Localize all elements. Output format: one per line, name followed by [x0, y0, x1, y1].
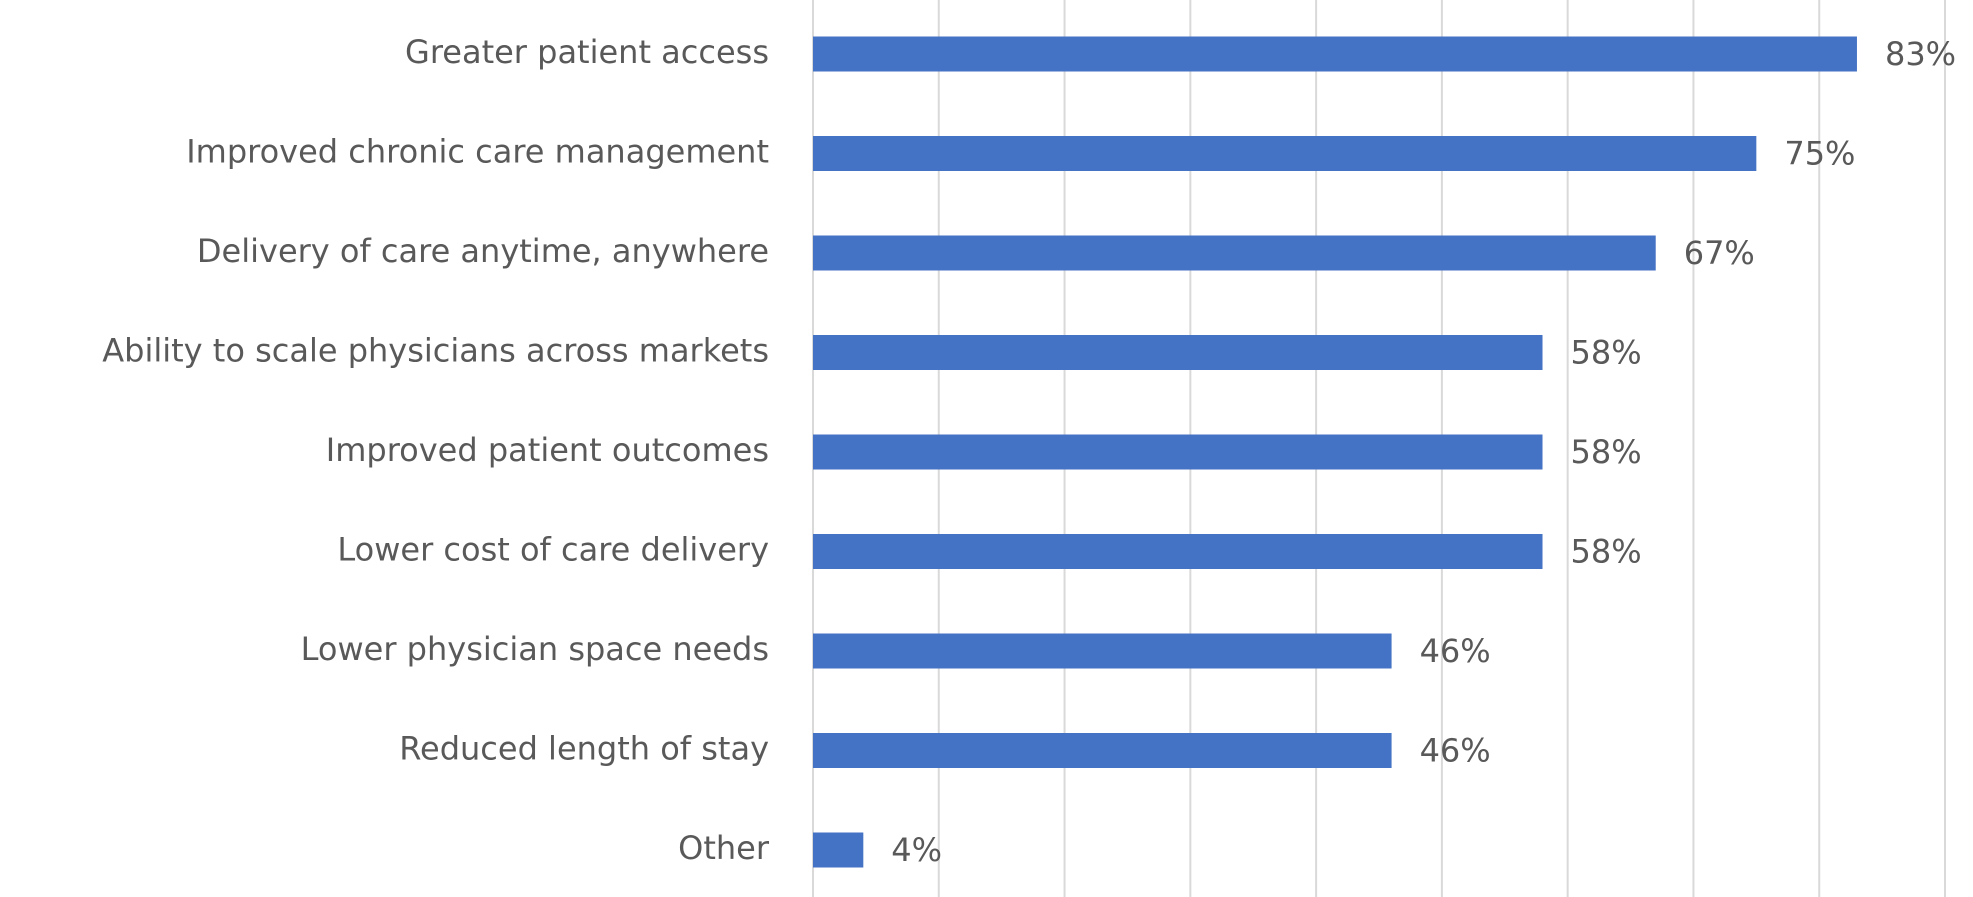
data-label: 58% [1571, 433, 1642, 471]
bar [813, 136, 1757, 171]
data-label: 83% [1885, 35, 1956, 73]
bar [813, 832, 864, 868]
y-tick-label: Improved patient outcomes [326, 431, 769, 469]
data-label: 46% [1420, 732, 1491, 770]
y-tick-label: Reduced length of stay [399, 730, 769, 768]
y-tick-label: Improved chronic care management [186, 133, 769, 171]
data-label: 46% [1420, 632, 1491, 670]
y-tick-label: Ability to scale physicians across marke… [102, 332, 769, 370]
bar [813, 434, 1543, 470]
y-tick-label: Greater patient access [405, 33, 769, 71]
y-tick-label: Lower cost of care delivery [337, 531, 769, 569]
bar [813, 633, 1392, 669]
y-tick-label: Delivery of care anytime, anywhere [197, 232, 769, 270]
bar [813, 335, 1543, 370]
bar [813, 733, 1392, 768]
bar [813, 235, 1656, 271]
data-label: 58% [1571, 533, 1642, 571]
data-label: 58% [1571, 334, 1642, 372]
y-tick-label: Other [678, 829, 770, 867]
bar [813, 534, 1543, 569]
data-label: 75% [1784, 135, 1855, 173]
data-label: 67% [1684, 234, 1755, 272]
bar [813, 36, 1857, 72]
y-tick-label: Lower physician space needs [301, 630, 769, 668]
data-label: 4% [891, 831, 942, 869]
